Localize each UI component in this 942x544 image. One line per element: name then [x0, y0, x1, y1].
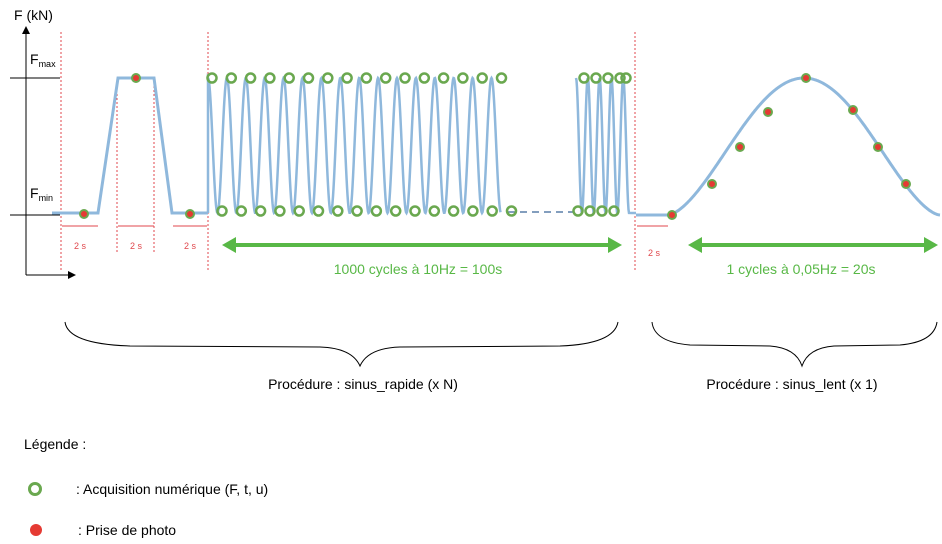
photo-marker [707, 179, 717, 189]
legend-title: Légende : [24, 436, 86, 452]
acquisition-marker [614, 72, 626, 84]
acquisition-marker [283, 72, 295, 84]
acquisition-marker [578, 72, 590, 84]
acquisition-marker [602, 72, 614, 84]
acquisition-marker [505, 205, 518, 217]
photo-legend-text: : Prise de photo [78, 522, 177, 538]
photo-marker [801, 73, 811, 83]
legend-photo: : Prise de photo [28, 522, 176, 538]
acquisition-marker [596, 205, 608, 217]
acquisition-marker [274, 205, 286, 217]
acquisition-marker [572, 205, 584, 217]
acquisition-marker [457, 72, 469, 84]
acquisition-marker [590, 72, 602, 84]
photo-marker [873, 142, 883, 152]
acquisition-marker [620, 72, 632, 84]
slow-procedure-brace [651, 321, 938, 368]
acquisition-marker [264, 72, 276, 84]
acquisition-marker [351, 205, 363, 217]
acquisition-marker [370, 205, 383, 217]
acquisition-marker [254, 205, 267, 217]
acquisition-marker [225, 72, 238, 84]
hold-label: 2 s [74, 241, 87, 251]
legend-title-text: Légende : [24, 436, 87, 452]
acquisition-marker [584, 205, 596, 217]
acquisition-marker [486, 205, 498, 217]
slow-duration-label: 1 cycles à 0,05Hz = 20s [726, 261, 875, 277]
acquisition-marker [399, 72, 411, 84]
photo-marker [667, 210, 677, 220]
slow-duration-arrow [688, 237, 938, 253]
acquisition-marker [312, 205, 325, 217]
photo-marker [735, 142, 745, 152]
hold-label: 2 s [648, 248, 661, 258]
acquisition-marker [322, 72, 334, 84]
acquisition-marker [244, 72, 257, 84]
acquisition-marker [467, 205, 479, 217]
fmin-label: Fmin [30, 185, 53, 203]
acquisition-marker [437, 72, 450, 84]
fast-procedure-brace [64, 321, 619, 368]
fast-duration-label: 1000 cycles à 10Hz = 100s [334, 261, 503, 277]
acquisition-marker [409, 205, 421, 217]
acquisition-marker [495, 72, 508, 84]
acquisition-marker [360, 72, 373, 84]
acquisition-marker [476, 72, 488, 84]
acquisition-marker [447, 205, 460, 217]
legend-acquisition: : Acquisition numérique (F, t, u) [28, 481, 268, 497]
acquisition-marker [608, 205, 620, 217]
photo-marker [848, 105, 858, 115]
signal-step-curve [52, 76, 208, 215]
acquisition-marker [206, 72, 218, 84]
acquisition-marker [332, 205, 344, 217]
acquisition-marker [302, 72, 315, 84]
signal-fast-sine [206, 73, 502, 216]
acquisition-marker [389, 205, 402, 217]
photo-marker [131, 73, 141, 83]
fast-procedure-label: Procédure : sinus_rapide (x N) [268, 376, 458, 392]
photo-marker [763, 107, 773, 117]
acquisition-marker [293, 205, 305, 217]
acquisition-marker [216, 205, 228, 217]
hold-label: 2 s [130, 241, 143, 251]
photo-marker-icon [30, 524, 42, 536]
y-axis-label: F (kN) [14, 7, 53, 23]
photo-marker [901, 179, 911, 189]
acquisition-legend-text: : Acquisition numérique (F, t, u) [76, 481, 269, 497]
photo-marker [79, 209, 89, 219]
hold-label: 2 s [184, 241, 197, 251]
acquisition-marker [341, 72, 353, 84]
fmax-label: Fmax [30, 51, 56, 69]
slow-procedure-label: Procédure : sinus_lent (x 1) [706, 376, 877, 392]
markers-group [79, 72, 911, 220]
photo-marker [185, 209, 195, 219]
acquisition-marker-icon [28, 482, 42, 496]
acquisition-marker [379, 72, 392, 84]
signal-fast-sine-end [574, 75, 636, 216]
fast-duration-arrow [222, 237, 622, 253]
signal-slow-sine [636, 76, 941, 217]
acquisition-marker [235, 205, 248, 217]
acquisition-marker [428, 205, 441, 217]
acquisition-marker [418, 72, 431, 84]
